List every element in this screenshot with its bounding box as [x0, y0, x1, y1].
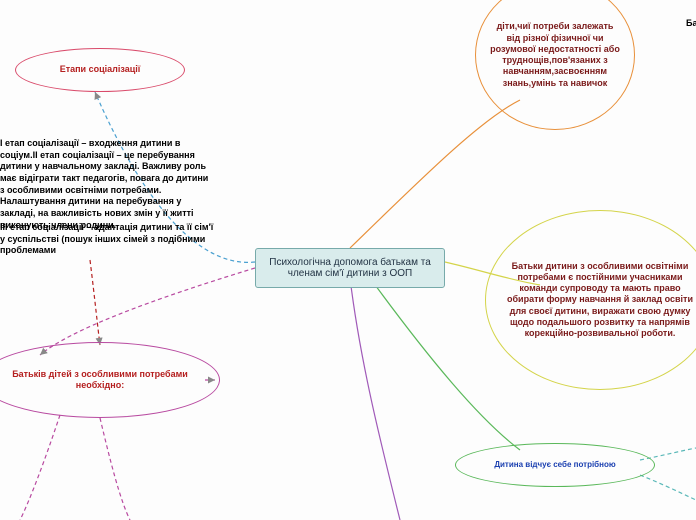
text-stage3: ІІІ етап соціалізації – адаптація дитини…: [0, 222, 215, 257]
node-oop-label: діти,чиї потреби залежать від різної фіз…: [490, 21, 620, 89]
node-child-label: Дитина відчує себе потрібною: [494, 460, 615, 470]
node-parents-label: Батьки дитини з особливими освітніми пот…: [503, 261, 696, 340]
node-batkamy-label: Батьків дітей з особливими потребами нео…: [10, 369, 190, 392]
center-topic: Психологічна допомога батькам та членам …: [255, 248, 445, 288]
node-etapy: Етапи соціалізації: [15, 48, 185, 92]
node-child: Дитина відчує себе потрібною: [455, 443, 655, 487]
text-stage1-2: І етап соціалізації – входження дитини в…: [0, 138, 215, 232]
text-cutoff: Ба: [686, 18, 696, 30]
node-etapy-label: Етапи соціалізації: [60, 64, 141, 75]
